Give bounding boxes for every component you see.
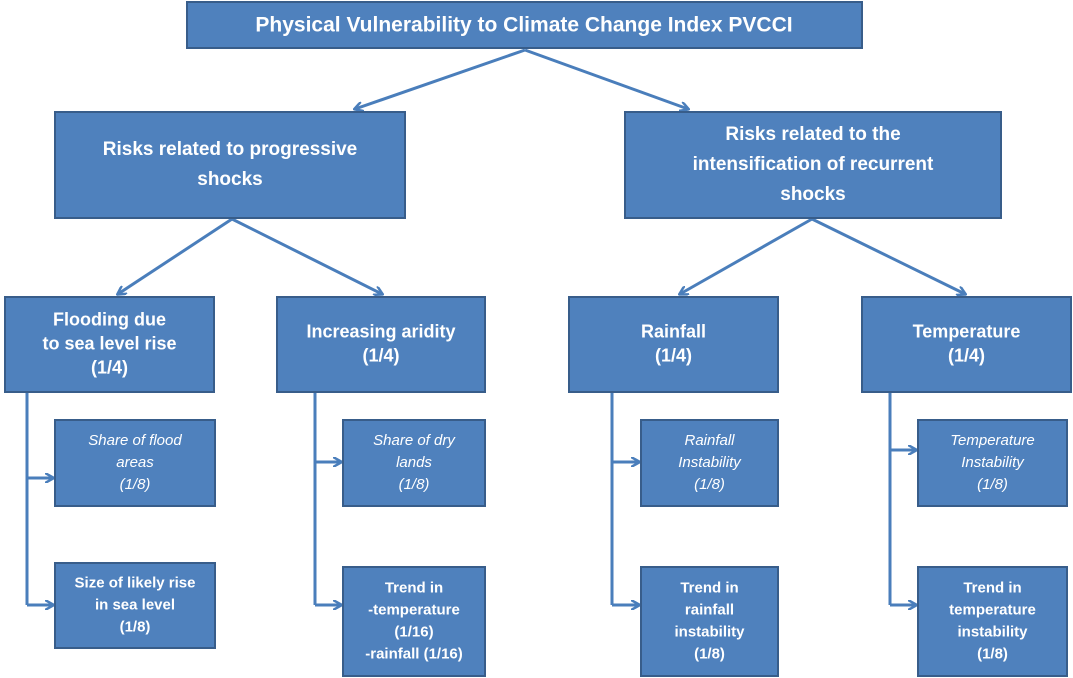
indicator-text: areas xyxy=(116,454,154,471)
branch-text: Risks related to the xyxy=(725,124,900,145)
indicator-text: (1/8) xyxy=(399,476,430,493)
indicator-text: Share of flood xyxy=(88,432,182,449)
indicator-text: Rainfall xyxy=(684,432,735,449)
indicator-text: Trend in xyxy=(963,579,1021,596)
indicator-box xyxy=(342,419,486,507)
component-text: (1/4) xyxy=(362,345,399,365)
indicator-text: Trend in xyxy=(680,579,738,596)
arrow xyxy=(355,48,526,109)
indicator-text: (1/8) xyxy=(120,618,151,635)
branch-text: shocks xyxy=(780,184,845,205)
indicator-text: -rainfall (1/16) xyxy=(365,645,463,662)
indicator-text: Trend in xyxy=(385,579,443,596)
indicator-box xyxy=(917,566,1068,677)
component-text: (1/4) xyxy=(655,345,692,365)
indicator-text: in sea level xyxy=(95,596,175,613)
indicator-box xyxy=(54,419,216,507)
indicator-text: rainfall xyxy=(685,601,734,618)
indicator-text: Instability xyxy=(961,454,1025,471)
component-box xyxy=(4,296,215,393)
indicator-box xyxy=(342,566,486,677)
indicator-text: (1/8) xyxy=(120,476,151,493)
title-box xyxy=(186,1,863,49)
indicator-text: (1/8) xyxy=(694,476,725,493)
component-text: (1/4) xyxy=(948,345,985,365)
indicator-text: -temperature xyxy=(368,601,460,618)
component-text: Temperature xyxy=(913,321,1021,341)
indicator-text: instability xyxy=(674,623,745,640)
component-text: Increasing aridity xyxy=(306,321,455,341)
component-text: (1/4) xyxy=(91,357,128,377)
arrow xyxy=(680,217,813,294)
branch-text: shocks xyxy=(197,169,262,190)
branch-text: Risks related to progressive xyxy=(103,139,358,160)
component-text: Rainfall xyxy=(641,321,706,341)
arrow xyxy=(811,217,965,294)
indicator-text: (1/8) xyxy=(694,645,725,662)
indicator-box xyxy=(640,566,779,677)
indicator-text: (1/8) xyxy=(977,645,1008,662)
arrow xyxy=(231,217,382,294)
component-text: Flooding due xyxy=(53,309,166,329)
indicator-box xyxy=(640,419,779,507)
indicator-text: (1/8) xyxy=(977,476,1008,493)
indicator-box xyxy=(917,419,1068,507)
component-box xyxy=(861,296,1072,393)
component-box xyxy=(276,296,486,393)
arrow xyxy=(524,48,688,109)
indicator-text: (1/16) xyxy=(394,623,433,640)
indicator-text: Instability xyxy=(678,454,742,471)
connectors xyxy=(118,48,965,294)
indicator-text: lands xyxy=(396,454,432,471)
indicator-text: Size of likely rise xyxy=(75,574,196,591)
branch-box xyxy=(54,111,406,219)
indicator-text: instability xyxy=(957,623,1028,640)
branch-box xyxy=(624,111,1002,219)
indicator-text: Temperature xyxy=(950,432,1035,449)
branch-text: intensification of recurrent xyxy=(693,154,934,175)
component-box xyxy=(568,296,779,393)
indicator-box xyxy=(54,562,216,649)
arrow xyxy=(118,217,233,294)
indicator-text: Share of dry xyxy=(373,432,456,449)
component-text: to sea level rise xyxy=(42,333,176,353)
indicator-text: temperature xyxy=(949,601,1036,618)
title: Physical Vulnerability to Climate Change… xyxy=(255,14,792,37)
